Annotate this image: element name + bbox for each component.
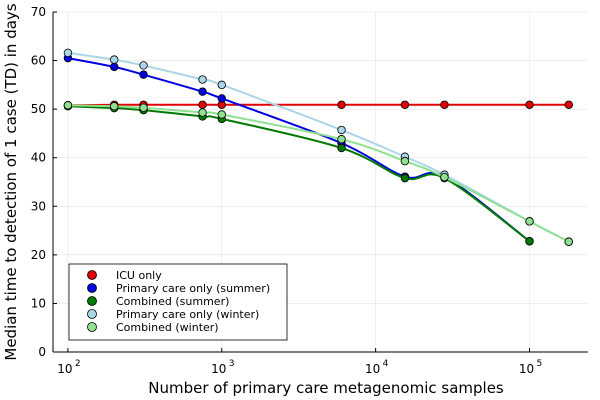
x-tick-exponent: 2 — [75, 359, 81, 369]
data-point — [217, 94, 226, 103]
data-point — [400, 156, 410, 166]
series-line — [67, 57, 531, 243]
x-tick-label: 10 — [57, 362, 72, 376]
y-tick-label: 70 — [31, 5, 46, 19]
legend-marker — [87, 283, 97, 293]
data-point — [198, 87, 207, 96]
series-1 — [63, 53, 534, 246]
legend-marker — [87, 309, 97, 319]
legend-marker — [87, 270, 97, 280]
data-point — [400, 100, 410, 109]
data-point — [198, 75, 207, 84]
data-point — [110, 62, 119, 72]
series-2 — [63, 102, 534, 246]
data-point — [63, 48, 73, 57]
data-point — [525, 217, 534, 226]
data-point — [110, 55, 119, 64]
data-point — [217, 80, 226, 90]
y-tick-label: 50 — [31, 102, 46, 116]
legend-label: Primary care only (summer) — [116, 282, 270, 295]
data-point — [337, 125, 346, 135]
data-point — [337, 135, 346, 144]
data-point — [564, 237, 573, 246]
x-tick-label: 10 — [365, 362, 380, 376]
y-tick-label: 0 — [38, 345, 46, 359]
series-4 — [63, 101, 573, 246]
data-point — [139, 70, 148, 79]
data-point — [564, 100, 573, 109]
data-point — [198, 100, 207, 109]
data-point — [337, 143, 346, 153]
x-axis-label: Number of primary care metagenomic sampl… — [148, 379, 504, 397]
x-tick-label: 10 — [211, 362, 226, 376]
legend-label: Primary care only (winter) — [116, 308, 259, 321]
data-point — [217, 110, 226, 119]
data-point — [400, 173, 410, 183]
data-point — [139, 61, 148, 70]
y-tick-label: 30 — [31, 199, 46, 213]
series-line — [67, 103, 569, 107]
data-point — [525, 237, 534, 246]
x-tick-exponent: 3 — [229, 359, 235, 369]
y-tick-label: 20 — [31, 248, 46, 262]
data-point — [63, 101, 73, 110]
x-tick-exponent: 5 — [536, 359, 542, 369]
series-group — [63, 48, 573, 246]
series-line — [67, 104, 570, 243]
data-point — [440, 172, 449, 182]
data-point — [337, 100, 346, 109]
x-tick-exponent: 4 — [383, 359, 389, 369]
legend-label: ICU only — [116, 269, 162, 282]
data-point — [110, 102, 119, 111]
data-point — [198, 108, 207, 117]
data-point — [139, 103, 148, 112]
legend-label: Combined (winter) — [116, 321, 219, 334]
y-tick-label: 60 — [31, 54, 46, 68]
y-axis-label: Median time to detection of 1 case (TD) … — [2, 3, 20, 360]
legend-marker — [87, 296, 97, 306]
y-tick-label: 40 — [31, 151, 46, 165]
legend-marker — [87, 322, 97, 332]
data-point — [525, 100, 534, 109]
series-line — [67, 51, 570, 243]
legend-label: Combined (summer) — [116, 295, 229, 308]
data-point — [440, 100, 449, 109]
axes — [52, 11, 588, 353]
y-tick-label: 10 — [31, 296, 46, 310]
x-tick-label: 10 — [519, 362, 534, 376]
series-line — [67, 105, 531, 243]
legend-box — [68, 263, 288, 341]
